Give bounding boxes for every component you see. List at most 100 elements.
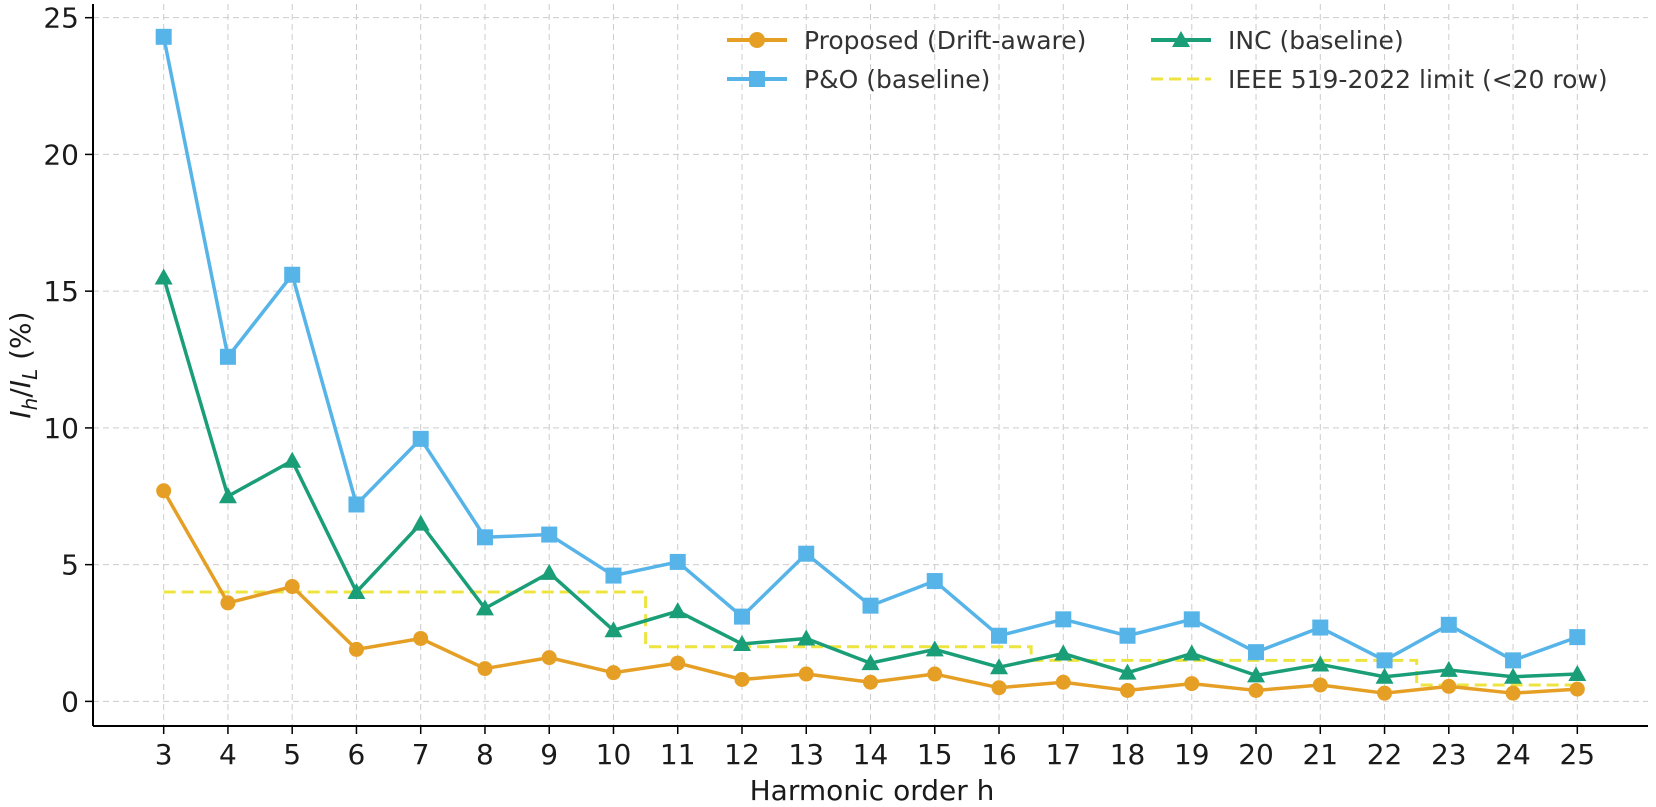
data-point-proposed: [1055, 674, 1071, 690]
data-point-proposed: [1312, 677, 1328, 693]
x-tick-label: 14: [853, 738, 889, 771]
x-tick-label: 16: [981, 738, 1017, 771]
y-tick-label: 20: [43, 138, 79, 171]
x-tick-label: 4: [219, 738, 237, 771]
data-point-po: [1376, 652, 1393, 669]
x-tick-label: 6: [348, 738, 366, 771]
x-tick-label: 22: [1367, 738, 1403, 771]
data-point-proposed: [1120, 682, 1136, 698]
data-point-po: [155, 28, 172, 45]
data-point-inc: [1247, 666, 1266, 683]
data-point-po: [991, 627, 1008, 644]
data-point-proposed: [541, 650, 557, 666]
data-point-inc: [990, 658, 1009, 675]
data-point-proposed: [991, 680, 1007, 696]
data-point-po: [219, 348, 236, 365]
data-point-proposed: [927, 666, 943, 682]
legend-item-proposed: Proposed (Drift-aware): [727, 26, 1086, 55]
legend-label-ieee: IEEE 519-2022 limit (<20 row): [1228, 65, 1608, 94]
data-point-proposed: [670, 655, 686, 671]
data-point-po: [605, 567, 622, 584]
y-title-var2: I: [4, 380, 37, 388]
y-title-var1: I: [4, 410, 37, 418]
x-tick-label: 8: [476, 738, 494, 771]
data-point-proposed: [1248, 682, 1264, 698]
x-tick-label: 17: [1045, 738, 1081, 771]
data-point-inc: [154, 268, 173, 285]
y-tick-label: 15: [43, 275, 79, 308]
series-po: [155, 28, 1586, 669]
data-point-inc: [1118, 663, 1137, 680]
y-tick-label: 10: [43, 412, 79, 445]
x-ticks: 3 4 5 6 7 8 9 10 11 12 13 14 15 16 17 18 19 20 21 22 23 24 25: [155, 726, 1595, 771]
limit-line: [163, 590, 1578, 687]
y-tick-label: 0: [61, 685, 79, 718]
data-point-inc: [1311, 655, 1330, 672]
data-point-inc: [540, 563, 559, 580]
data-point-proposed: [348, 641, 364, 657]
ieee-limit-path: [163, 590, 1578, 687]
data-point-po: [1440, 616, 1457, 633]
data-point-inc: [1568, 665, 1587, 682]
data-point-po: [541, 526, 558, 543]
x-tick-label: 21: [1302, 738, 1338, 771]
data-point-inc: [411, 514, 430, 531]
x-tick-label: 19: [1174, 738, 1210, 771]
data-point-po: [669, 553, 686, 570]
data-point-po: [348, 496, 365, 513]
data-point-proposed: [863, 674, 878, 690]
data-point-proposed: [605, 665, 621, 681]
data-point-proposed: [413, 630, 429, 646]
legend-marker-inc: [1172, 31, 1190, 47]
data-point-po: [1569, 629, 1586, 646]
legend-item-po: P&O (baseline): [727, 65, 990, 94]
legend-item-ieee-limit: IEEE 519-2022 limit (<20 row): [1151, 65, 1608, 94]
data-point-proposed: [1569, 681, 1585, 697]
data-point-po: [1312, 619, 1329, 636]
data-point-po: [284, 266, 301, 283]
data-point-proposed: [156, 483, 172, 499]
x-tick-label: 23: [1431, 738, 1467, 771]
legend-marker-po: [749, 71, 765, 87]
x-tick-label: 9: [540, 738, 558, 771]
data-point-po: [412, 430, 429, 447]
data-point-proposed: [220, 595, 236, 611]
x-tick-label: 13: [788, 738, 824, 771]
data-point-inc: [861, 654, 880, 671]
data-point-proposed: [1184, 676, 1200, 692]
data-point-inc: [925, 640, 944, 657]
x-tick-label: 11: [660, 738, 696, 771]
x-tick-label: 12: [724, 738, 760, 771]
data-point-proposed: [1505, 685, 1521, 701]
y-tick-label: 25: [43, 2, 79, 35]
legend-label-po: P&O (baseline): [804, 65, 990, 94]
data-point-inc: [1375, 667, 1394, 684]
data-point-inc: [668, 602, 687, 619]
grid: [93, 4, 1648, 726]
x-tick-label: 5: [283, 738, 301, 771]
data-point-po: [733, 608, 750, 625]
data-point-inc: [1054, 644, 1073, 661]
series-proposed: [156, 483, 1585, 701]
y-ticks: 0 5 10 15 20 25: [43, 2, 93, 718]
legend-marker-proposed: [749, 32, 765, 48]
data-point-inc: [218, 487, 237, 504]
data-point-po: [1055, 611, 1072, 628]
data-point-proposed: [284, 579, 300, 595]
data-point-po: [1183, 611, 1200, 628]
data-point-po: [798, 545, 815, 562]
data-point-proposed: [477, 661, 493, 677]
y-title-sub1: h: [18, 398, 42, 411]
data-point-inc: [1504, 667, 1523, 684]
x-tick-label: 3: [155, 738, 173, 771]
data-point-proposed: [1441, 678, 1457, 694]
x-tick-label: 18: [1110, 738, 1146, 771]
data-point-inc: [1439, 660, 1458, 677]
x-axis-title: Harmonic order h: [750, 774, 995, 807]
data-point-proposed: [798, 666, 814, 682]
data-point-inc: [732, 634, 751, 651]
data-point-inc: [797, 629, 816, 646]
data-point-inc: [283, 451, 302, 468]
data-point-inc: [604, 621, 623, 638]
legend-label-proposed: Proposed (Drift-aware): [804, 26, 1086, 55]
